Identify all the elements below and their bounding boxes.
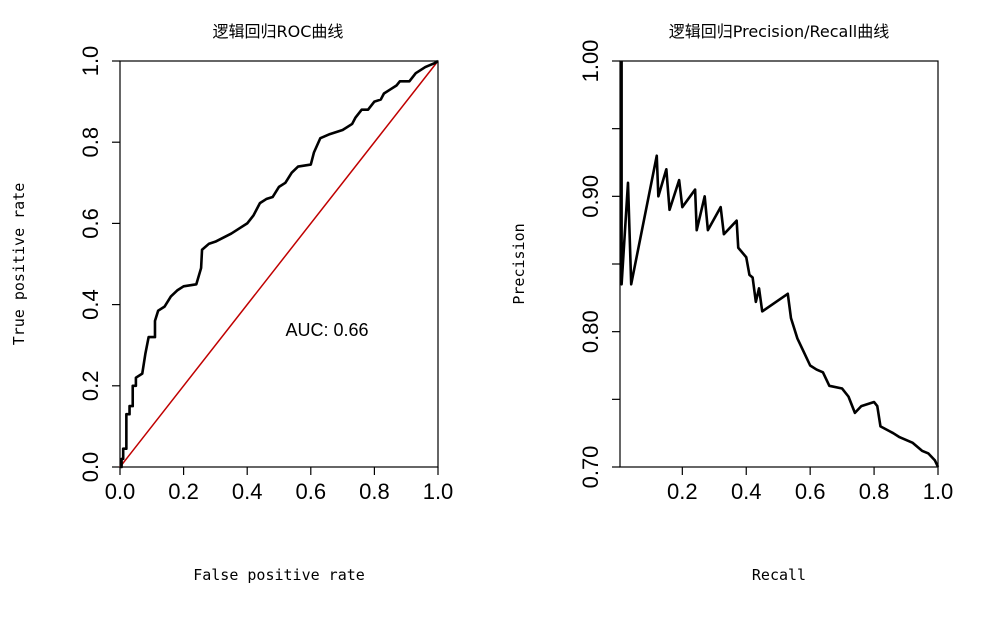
y-tick-label: 0.4 <box>78 289 103 320</box>
x-tick-label: 0.8 <box>859 479 890 504</box>
pr-plot-frame <box>619 60 939 468</box>
y-tick-label: 0.0 <box>78 452 103 483</box>
roc-chart-panel: 逻辑回归ROC曲线 0.0 0.2 0.4 0.6 0.8 1.0 0.00.20.40.… <box>10 22 453 584</box>
x-tick-label: 0.4 <box>232 479 263 504</box>
pr-curve-line <box>620 61 940 468</box>
y-tick-label: 0.70 <box>578 446 603 489</box>
roc-x-axis-label: False positive rate <box>193 566 365 584</box>
x-tick-label: 0.2 <box>168 479 199 504</box>
roc-x-axis: 0.0 0.2 0.4 0.6 0.8 1.0 <box>105 467 454 504</box>
x-tick-label: 0.2 <box>667 479 698 504</box>
roc-y-axis-label: True positive rate <box>10 183 28 346</box>
pr-y-axis: 0.70 0.80 0.90 1.00 <box>578 40 620 489</box>
pr-x-axis: 0.2 0.4 0.6 0.8 1.0 <box>667 467 953 504</box>
x-tick-label: 0.8 <box>359 479 390 504</box>
roc-y-axis: 0.0 0.2 0.4 0.6 0.8 1.0 <box>78 46 120 483</box>
x-tick-label: 0.6 <box>795 479 826 504</box>
roc-plot-frame <box>119 60 439 468</box>
roc-chance-diagonal <box>119 60 439 468</box>
y-tick-label: 0.80 <box>578 310 603 353</box>
x-tick-label: 0.0 <box>105 479 136 504</box>
x-tick-label: 1.0 <box>423 479 454 504</box>
y-tick-label: 1.00 <box>578 40 603 83</box>
pr-y-axis-label: Precision <box>510 223 528 304</box>
x-tick-label: 0.6 <box>296 479 327 504</box>
pr-x-axis-label: Recall <box>752 566 806 584</box>
pr-chart-panel: 逻辑回归Precision/Recall曲线 0.2 0.4 0.6 0.8 1.0 0… <box>510 22 953 584</box>
roc-chart-title: 逻辑回归ROC曲线 <box>213 22 344 41</box>
y-tick-label: 0.6 <box>78 208 103 239</box>
x-tick-label: 0.4 <box>731 479 762 504</box>
pr-chart-title: 逻辑回归Precision/Recall曲线 <box>669 22 890 41</box>
y-tick-label: 0.90 <box>578 175 603 218</box>
x-tick-label: 1.0 <box>923 479 954 504</box>
y-tick-label: 1.0 <box>78 46 103 77</box>
roc-curve-line <box>120 59 439 469</box>
y-tick-label: 0.2 <box>78 371 103 402</box>
y-tick-label: 0.8 <box>78 127 103 158</box>
auc-annotation: AUC: 0.66 <box>285 320 368 340</box>
